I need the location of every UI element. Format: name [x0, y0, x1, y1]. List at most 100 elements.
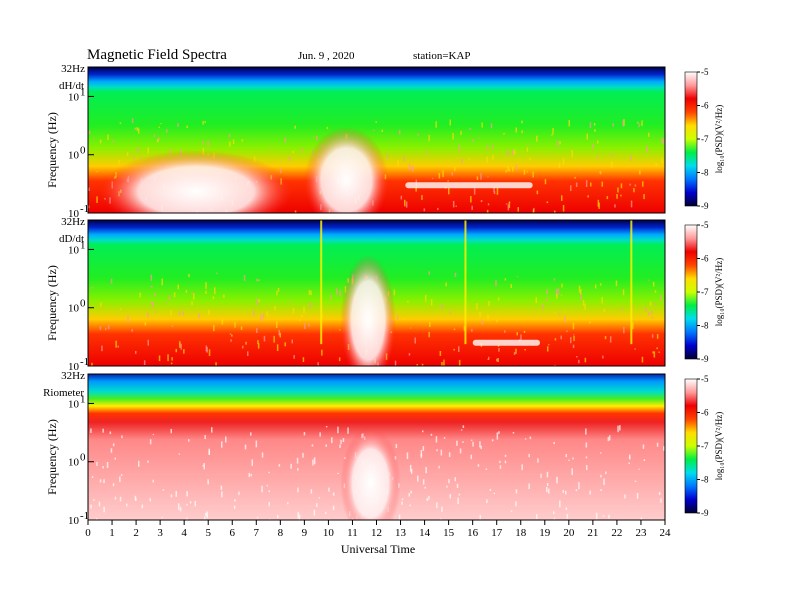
texture-speckle — [651, 334, 654, 338]
texture-speckle — [559, 141, 561, 145]
texture-speckle — [424, 294, 427, 302]
texture-speckle — [590, 182, 592, 187]
texture-speckle — [134, 128, 136, 130]
texture-speckle — [139, 157, 141, 159]
texture-speckle — [587, 195, 589, 198]
texture-speckle — [88, 205, 90, 209]
texture-speckle — [251, 459, 253, 466]
texture-speckle — [651, 316, 654, 319]
texture-speckle — [448, 452, 451, 457]
texture-speckle — [135, 351, 137, 354]
x-tick-label: 1 — [109, 527, 115, 539]
texture-speckle — [528, 453, 530, 458]
texture-speckle — [242, 345, 244, 349]
texture-speckle — [126, 152, 129, 156]
texture-speckle — [110, 448, 113, 453]
texture-speckle — [137, 147, 139, 152]
texture-speckle — [628, 456, 631, 459]
texture-speckle — [556, 476, 558, 484]
texture-speckle — [632, 305, 634, 307]
texture-speckle — [585, 428, 587, 435]
texture-speckle — [206, 511, 208, 519]
texture-speckle — [571, 468, 573, 475]
texture-speckle — [620, 194, 622, 197]
texture-speckle — [546, 289, 548, 294]
texture-speckle — [492, 154, 494, 160]
texture-speckle — [553, 278, 556, 281]
enhancement-region — [340, 255, 396, 366]
texture-speckle — [496, 188, 499, 195]
texture-speckle — [544, 179, 547, 185]
texture-speckle — [373, 129, 375, 132]
texture-speckle — [589, 321, 591, 324]
x-tick-label: 2 — [133, 527, 139, 539]
x-tick-label: 17 — [491, 527, 503, 539]
texture-speckle — [136, 127, 139, 131]
texture-speckle — [336, 288, 338, 295]
texture-speckle — [429, 321, 431, 327]
texture-speckle — [608, 514, 610, 519]
colorbar-tick-label: -8 — [701, 475, 709, 485]
texture-speckle — [139, 292, 141, 298]
texture-speckle — [480, 445, 482, 450]
texture-speckle — [592, 143, 594, 149]
texture-speckle — [398, 514, 401, 520]
texture-speckle — [216, 272, 218, 274]
texture-speckle — [497, 358, 499, 362]
texture-speckle — [551, 134, 553, 136]
texture-speckle — [186, 517, 188, 520]
y-tick-exponent: 0 — [80, 298, 86, 310]
spectrogram-image — [88, 67, 665, 213]
texture-speckle — [458, 346, 460, 352]
texture-speckle — [546, 487, 548, 493]
texture-speckle — [266, 311, 268, 316]
texture-speckle — [568, 120, 570, 127]
texture-speckle — [598, 202, 600, 209]
texture-speckle — [603, 308, 606, 312]
texture-speckle — [505, 203, 508, 205]
texture-speckle — [496, 358, 498, 362]
x-tick-label: 18 — [515, 527, 527, 539]
texture-speckle — [578, 285, 581, 293]
texture-speckle — [524, 438, 527, 440]
texture-speckle — [489, 488, 492, 491]
texture-speckle — [656, 334, 659, 339]
texture-speckle — [439, 351, 442, 356]
texture-speckle — [574, 176, 576, 179]
texture-speckle — [585, 180, 588, 187]
texture-speckle — [182, 311, 184, 316]
texture-speckle — [229, 333, 232, 335]
texture-speckle — [548, 344, 550, 346]
texture-speckle — [428, 331, 430, 338]
texture-speckle — [661, 137, 663, 143]
texture-speckle — [107, 134, 109, 140]
texture-speckle — [526, 147, 529, 152]
texture-speckle — [131, 329, 133, 332]
texture-speckle — [144, 322, 147, 326]
x-tick-label: 7 — [254, 527, 260, 539]
texture-speckle — [515, 501, 517, 507]
texture-speckle — [486, 209, 489, 213]
texture-speckle — [421, 363, 424, 366]
texture-speckle — [443, 437, 446, 439]
x-tick-label: 13 — [395, 527, 407, 539]
texture-speckle — [585, 456, 588, 459]
texture-speckle — [523, 330, 526, 333]
texture-speckle — [462, 425, 465, 428]
texture-speckle — [573, 336, 575, 342]
texture-speckle — [458, 359, 461, 366]
texture-speckle — [147, 339, 149, 346]
texture-speckle — [162, 489, 165, 491]
texture-speckle — [609, 336, 612, 343]
x-tick-label: 14 — [419, 527, 431, 539]
texture-speckle — [621, 308, 624, 311]
texture-speckle — [96, 518, 98, 520]
x-tick-label: 19 — [539, 527, 551, 539]
texture-speckle — [179, 341, 181, 345]
texture-speckle — [107, 324, 110, 330]
texture-speckle — [158, 355, 161, 362]
texture-speckle — [173, 292, 176, 298]
texture-speckle — [554, 312, 556, 314]
